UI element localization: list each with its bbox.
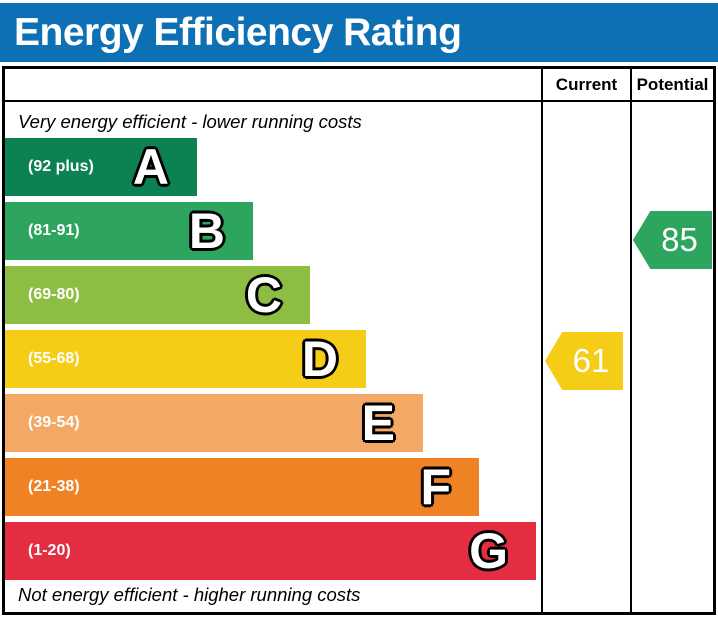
band-c-range: (69-80): [28, 286, 80, 303]
band-e-letter: E: [360, 394, 396, 453]
potential-rating-value: 85: [661, 221, 698, 258]
band-g-letter: G: [468, 522, 510, 581]
page-title: Energy Efficiency Rating: [14, 10, 462, 54]
band-g-range: (1-20): [28, 542, 71, 559]
band-b-letter: B: [187, 202, 226, 261]
band-a-range: (92 plus): [28, 158, 94, 175]
potential-rating-arrow: 85: [633, 211, 712, 269]
band-g: (1-20) G: [5, 522, 536, 581]
current-rating-arrow: 61: [545, 332, 623, 390]
band-b-range: (81-91): [28, 222, 80, 239]
bottom-note: Not energy efficient - higher running co…: [18, 584, 361, 605]
band-d-letter: D: [300, 330, 339, 389]
title-bar: Energy Efficiency Rating: [0, 3, 718, 62]
band-d-range: (55-68): [28, 350, 80, 367]
band-c-letter: C: [244, 266, 283, 325]
current-rating-value: 61: [572, 342, 610, 379]
band-f-letter: F: [419, 458, 453, 517]
current-column-divider: [541, 69, 543, 612]
band-e: (39-54) E: [5, 394, 423, 453]
column-header-potential: Potential: [636, 74, 709, 94]
band-d: (55-68) D: [5, 330, 366, 389]
band-c: (69-80) C: [5, 266, 310, 325]
column-header-current: Current: [555, 74, 618, 94]
potential-column-divider: [630, 69, 632, 612]
band-f: (21-38) F: [5, 458, 479, 517]
band-a: (92 plus) A: [5, 138, 197, 197]
band-b: (81-91) B: [5, 202, 253, 261]
epc-chart: Current Potential Very energy efficient …: [2, 66, 716, 615]
header-divider-line: [5, 100, 713, 102]
top-note: Very energy efficient - lower running co…: [18, 111, 362, 132]
band-e-range: (39-54): [28, 414, 80, 431]
band-f-range: (21-38): [28, 478, 80, 495]
band-a-letter: A: [131, 138, 170, 197]
